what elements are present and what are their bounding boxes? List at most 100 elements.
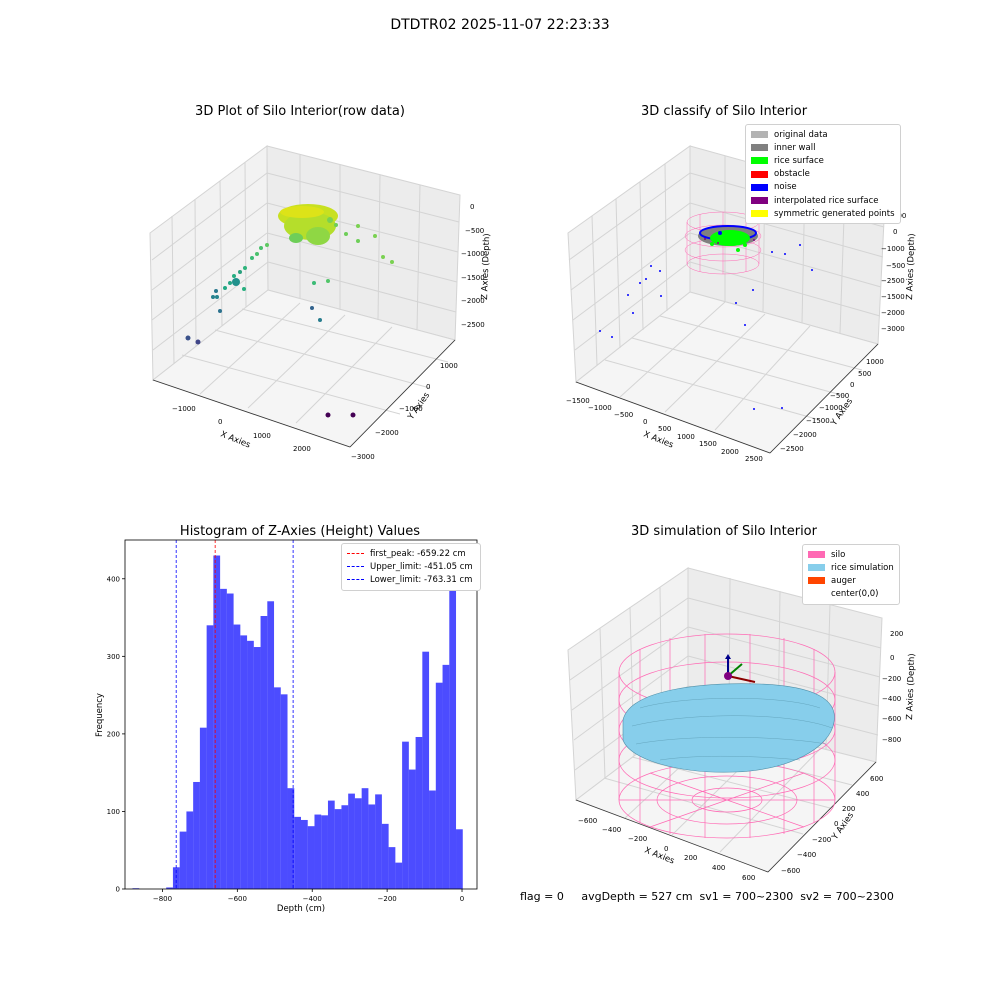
legend-swatch (751, 210, 768, 218)
rice-simulation-surface (622, 683, 835, 773)
histogram-bar (280, 694, 288, 889)
histogram-bar (132, 888, 140, 889)
p4-ytick: −600 (781, 867, 800, 875)
legend-line (347, 566, 364, 568)
p1-xtick: 1000 (253, 432, 271, 440)
p1-ztick: −2500 (461, 321, 485, 329)
panel4-title: 3D simulation of Silo Interior (631, 524, 817, 539)
panel3-legend: first_peak: -659.22 cm Upper_limit: -451… (341, 543, 481, 591)
p4-ytick: 200 (842, 805, 855, 813)
histogram-bar (247, 640, 254, 889)
p1-point-cluster (284, 212, 336, 240)
p1-ztick: −1000 (461, 250, 485, 258)
p4-xtick: −200 (628, 835, 647, 843)
figure-suptitle: DTDTR02 2025-11-07 22:23:33 (390, 17, 610, 33)
p2-ztick: −2500 (881, 277, 905, 285)
p1-xlabel: X Axies (219, 430, 252, 451)
histogram-bar (402, 741, 409, 889)
histogram-bar (314, 814, 322, 889)
p4-ytick: 600 (870, 775, 883, 783)
histogram-bar (186, 811, 194, 889)
panel4-rice-surface (622, 683, 835, 773)
p1-point (238, 270, 242, 274)
legend-swatch (751, 131, 768, 139)
p1-ylabel: Y Axies (406, 390, 433, 422)
y-tick-label: 300 (107, 653, 120, 661)
panel2-axis-lines (575, 343, 879, 454)
histogram-bar (327, 800, 335, 889)
legend-swatch (808, 591, 825, 598)
p1-point (312, 281, 316, 285)
histogram-bar (179, 831, 187, 889)
p2-point (645, 278, 647, 280)
legend-item: rice surface (751, 154, 895, 167)
p2-xtick: 2500 (745, 455, 763, 463)
p1-point (318, 318, 322, 322)
legend-item: obstacle (751, 168, 895, 181)
p1-ztick: −500 (465, 227, 484, 235)
histogram-x-ticks: −800 −600 −400 −200 0 (153, 889, 464, 903)
p2-point (753, 239, 755, 241)
p2-ytick: −1500 (806, 417, 830, 425)
histogram-frame (124, 539, 478, 890)
histogram-bar (193, 781, 200, 889)
p1-ytick: −3000 (351, 453, 375, 461)
legend-swatch (808, 564, 825, 572)
p1-ytick: 1000 (440, 362, 458, 370)
status-footer: flag = 0 avgDepth = 527 cm sv1 = 700~230… (520, 890, 894, 903)
p1-xtick: 0 (218, 418, 222, 426)
p2-point (784, 253, 786, 255)
legend-line (347, 553, 364, 555)
histogram-bar (348, 793, 355, 889)
p2-xtick: 1000 (677, 433, 695, 441)
histogram-bar (435, 682, 443, 889)
p2-ztick: −3000 (881, 325, 905, 333)
p1-point-cluster (289, 233, 303, 243)
x-tick-label: −200 (378, 895, 397, 903)
p4-ylabel: Y Axies (830, 810, 857, 842)
histogram-bar (449, 590, 457, 889)
p1-point-cluster (306, 227, 330, 245)
p1-point (350, 412, 356, 418)
rice-simulation-mesh (631, 698, 833, 761)
histogram-bar (388, 847, 396, 889)
p1-point (325, 412, 331, 418)
p2-inner-wall (698, 226, 758, 246)
histogram-bar (267, 601, 275, 889)
auger-axis-x (727, 675, 756, 683)
y-tick-label: 100 (107, 808, 120, 816)
p1-point (218, 309, 222, 313)
p1-point-cluster (280, 206, 324, 218)
p1-point (195, 339, 201, 345)
histogram-bar (253, 647, 261, 889)
legend-swatch (751, 183, 768, 191)
p2-point (753, 408, 755, 410)
legend-item: center(0,0) (808, 588, 894, 601)
p2-ylabel: Y Axies (829, 396, 856, 428)
p2-point (704, 238, 706, 240)
histogram-bar (375, 794, 382, 889)
legend-item: symmetric generated points (751, 207, 895, 220)
p4-ztick: −800 (882, 736, 901, 744)
p2-point (599, 330, 601, 332)
p1-point (265, 243, 269, 247)
p2-rice-surface (710, 230, 750, 246)
p2-point (781, 407, 783, 409)
p1-ztick: −2000 (461, 297, 485, 305)
p2-xtick: 0 (643, 418, 647, 426)
panel1-points (185, 204, 394, 418)
p4-xtick: 200 (684, 854, 697, 862)
p1-point (250, 256, 254, 260)
histogram-bar (415, 736, 423, 889)
p1-point (232, 278, 240, 286)
p4-ytick: −400 (797, 851, 816, 859)
histogram-bar (294, 816, 301, 889)
legend-item: first_peak: -659.22 cm (347, 547, 475, 560)
p2-point (650, 265, 652, 267)
legend-swatch (808, 551, 825, 559)
p2-xtick: 1500 (699, 440, 717, 448)
histogram-xlabel: Depth (cm) (277, 904, 325, 914)
legend-item: Lower_limit: -763.31 cm (347, 573, 475, 586)
p4-ytick: 0 (834, 820, 838, 828)
p2-xlabel: X Axies (642, 430, 675, 451)
